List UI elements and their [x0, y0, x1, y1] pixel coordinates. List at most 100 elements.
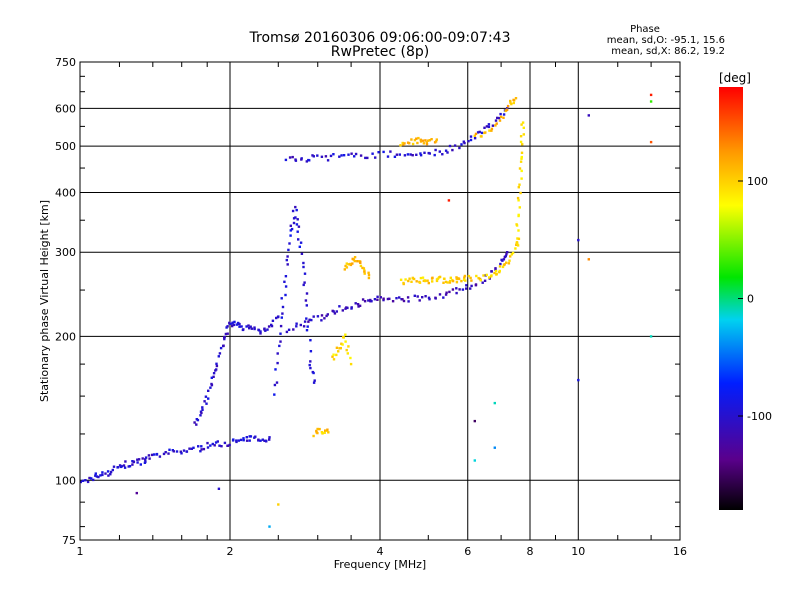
data-point	[320, 431, 324, 434]
data-point	[239, 438, 243, 442]
data-point	[407, 279, 410, 283]
data-point	[469, 135, 473, 138]
data-point	[502, 116, 505, 119]
data-point	[519, 160, 523, 163]
data-point	[404, 278, 407, 281]
data-point	[131, 460, 134, 463]
data-point	[79, 480, 82, 484]
data-point	[92, 478, 95, 482]
data-point	[423, 151, 426, 154]
data-point	[359, 260, 362, 263]
data-point	[200, 448, 203, 451]
data-point	[245, 439, 249, 442]
data-point	[474, 283, 478, 286]
data-point	[332, 353, 335, 356]
phase-line-o: mean, sd,O: -95.1, 15.6	[607, 35, 725, 46]
chart-title: Tromsø 20160306 09:06:00-09:07:43	[249, 30, 511, 46]
data-point	[216, 440, 219, 443]
data-point	[463, 274, 467, 278]
data-point	[270, 323, 273, 327]
data-point	[136, 458, 139, 461]
data-point	[207, 397, 210, 400]
data-point	[444, 280, 448, 284]
data-point	[147, 454, 151, 457]
data-point	[167, 452, 170, 455]
data-point	[217, 355, 220, 358]
data-point	[245, 325, 248, 328]
data-point	[426, 279, 429, 282]
data-point	[84, 479, 87, 482]
data-point	[291, 155, 294, 159]
data-point	[480, 131, 484, 135]
data-point	[332, 358, 336, 361]
data-point	[502, 113, 506, 116]
data-point	[219, 346, 223, 350]
data-point	[649, 100, 653, 103]
data-point	[215, 364, 219, 368]
data-point	[519, 135, 523, 138]
data-point	[242, 439, 245, 442]
data-point	[259, 332, 262, 335]
data-point	[292, 328, 295, 331]
data-point	[280, 316, 283, 319]
data-point	[257, 438, 260, 441]
data-point	[141, 457, 144, 460]
data-point	[577, 378, 580, 382]
data-point	[312, 434, 315, 438]
data-point	[327, 431, 330, 434]
data-point	[413, 294, 416, 297]
data-point	[175, 450, 179, 453]
data-point	[519, 140, 523, 144]
data-point	[338, 305, 341, 308]
data-point	[425, 141, 428, 144]
data-point	[224, 332, 228, 336]
data-point	[323, 431, 326, 434]
data-point	[403, 142, 406, 145]
y-tick-label: 75	[62, 534, 76, 547]
data-point	[318, 427, 321, 431]
data-point	[483, 126, 486, 129]
data-point	[478, 277, 482, 281]
data-point	[253, 326, 256, 329]
y-tick-label: 750	[55, 56, 76, 69]
data-point	[480, 135, 483, 138]
data-point	[254, 435, 257, 438]
data-point	[382, 298, 385, 302]
data-point	[510, 102, 513, 106]
data-point	[223, 441, 227, 445]
data-point	[382, 150, 385, 154]
data-point	[294, 205, 297, 209]
data-point	[344, 307, 347, 310]
data-point	[144, 456, 148, 459]
data-point	[263, 328, 266, 331]
data-point	[509, 99, 512, 103]
data-point	[281, 305, 285, 309]
data-point	[494, 269, 498, 273]
data-point	[349, 356, 352, 360]
data-point	[214, 441, 218, 444]
data-point	[463, 276, 466, 279]
data-point	[415, 153, 418, 156]
data-point	[441, 153, 444, 156]
data-point	[422, 142, 426, 145]
data-point	[247, 324, 250, 327]
x-tick-label: 6	[464, 545, 471, 558]
data-point	[354, 152, 358, 156]
data-point	[520, 177, 523, 180]
data-point	[309, 366, 312, 370]
data-point	[448, 279, 452, 283]
data-point	[162, 452, 166, 456]
data-point	[434, 148, 437, 152]
data-point	[649, 93, 653, 97]
data-point	[295, 208, 298, 212]
data-point	[481, 281, 484, 284]
data-point	[415, 137, 418, 140]
data-point	[382, 297, 385, 300]
data-point	[512, 98, 515, 102]
data-point	[335, 353, 338, 357]
data-point	[150, 453, 154, 457]
data-point	[202, 447, 206, 451]
data-point	[131, 463, 134, 466]
data-point	[303, 272, 307, 275]
data-point	[353, 256, 357, 259]
